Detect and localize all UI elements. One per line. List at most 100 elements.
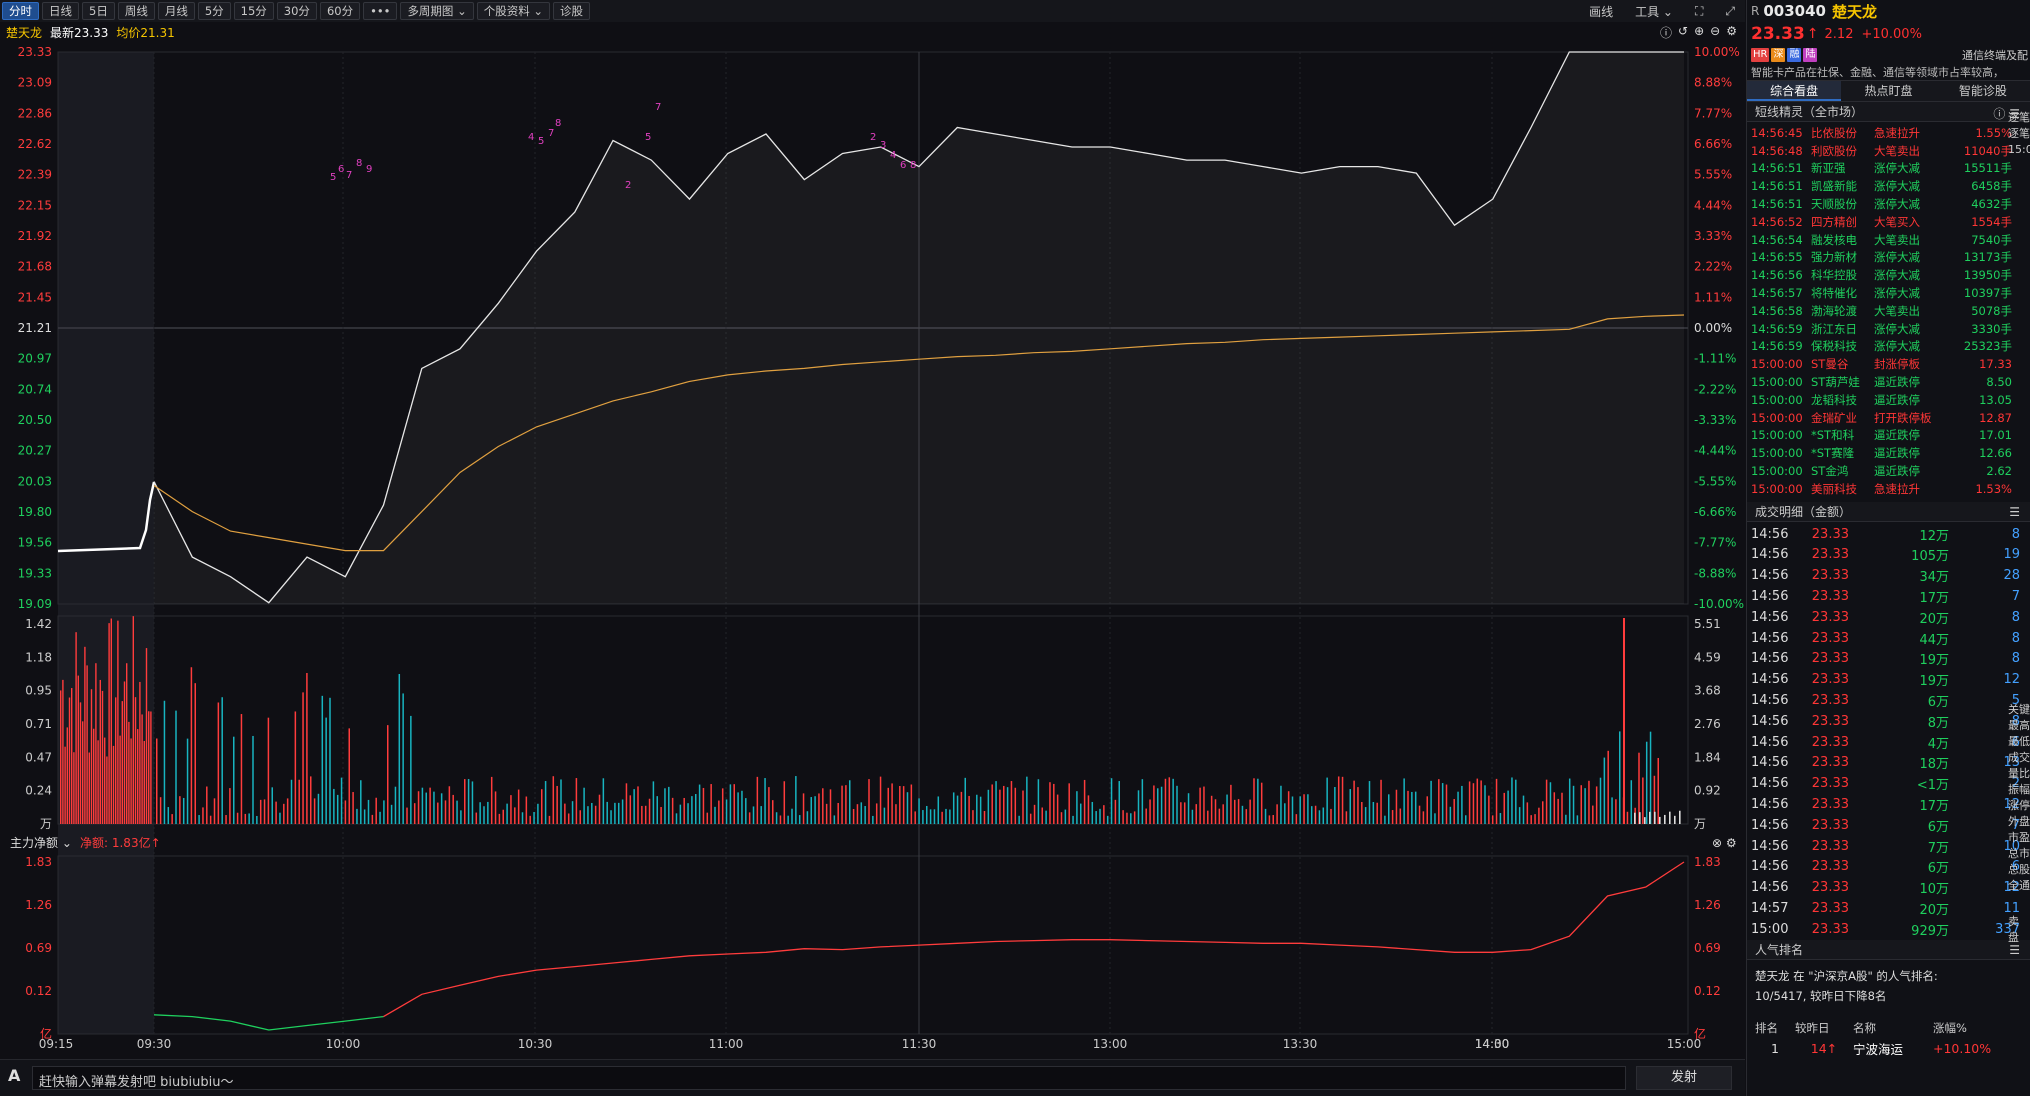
tab-day[interactable]: 日线 xyxy=(42,2,79,20)
intraday-chart[interactable]: 23.33 10.00% 23.09 8.88% 22.86 7.77% 22.62 6.66… xyxy=(0,0,1745,1059)
price-tick: 20.50 xyxy=(18,413,52,427)
tab-15min[interactable]: 15分 xyxy=(233,2,274,20)
volume-bar xyxy=(1434,813,1436,824)
list-item[interactable]: 14:56:45 比依股份 急速拉升 1.55% xyxy=(1747,124,2030,142)
tab-minute[interactable]: 分时 xyxy=(2,2,39,20)
menu-icon[interactable]: ☰ xyxy=(2009,942,2020,957)
multi-period-dropdown[interactable]: 多周期图 ⌄ xyxy=(400,2,474,20)
list-item[interactable]: 15:00:00 ST葫芦娃 逼近跌停 8.50 xyxy=(1747,373,2030,391)
alert-value: 13950手 xyxy=(1963,268,2012,283)
trade-price: 23.33 xyxy=(1811,817,1849,833)
tab-week[interactable]: 周线 xyxy=(117,2,155,20)
volume-bar xyxy=(64,746,66,824)
tools-dropdown[interactable]: 工具 ⌄ xyxy=(1635,4,1673,19)
volume-bar xyxy=(475,812,478,824)
strip-label: 关键 xyxy=(2008,703,2030,716)
tab-diagnose[interactable]: 智能诊股 xyxy=(1958,84,2007,98)
volume-bar xyxy=(710,784,712,824)
list-item[interactable]: 14:56:51 新亚强 涨停大减 15511手 xyxy=(1747,160,2030,178)
volume-bar xyxy=(1314,805,1317,824)
volume-bar xyxy=(668,786,670,824)
menu-icon[interactable]: ☰ xyxy=(2009,504,2020,519)
fire-button[interactable]: 发射 xyxy=(1636,1066,1732,1090)
volume-bar xyxy=(406,807,408,824)
tab-hot[interactable]: 热点盯盘 xyxy=(1864,84,1913,98)
list-item[interactable]: 14:56:58 渤海轮渡 大笔卖出 5078手 xyxy=(1747,302,2030,320)
list-item[interactable]: 14:56:55 强力新材 涨停大减 13173手 xyxy=(1747,249,2030,267)
table-row[interactable]: 1 14↑ 宁波海运 +10.10% xyxy=(1747,1038,2030,1060)
volume-bar xyxy=(1010,781,1013,824)
zoom-in-icon[interactable]: ⊕ xyxy=(1694,24,1705,38)
expand-icon[interactable]: ⤢ xyxy=(1725,3,1735,18)
volume-bar xyxy=(77,675,79,824)
table-row: 14:56 23.33 6万 6 xyxy=(1747,856,2030,877)
tag-0[interactable]: HR xyxy=(1751,48,1770,62)
tab-overview[interactable]: 综合看盘 xyxy=(1747,81,1842,101)
draw-button[interactable]: 画线 xyxy=(1589,4,1614,19)
volume-bar xyxy=(714,806,716,824)
volume-bar xyxy=(1318,810,1321,824)
danmu-input[interactable]: 赶快输入弹幕发射吧 biubiubiu～ xyxy=(32,1066,1626,1090)
stock-tags: HR 深融陆 通信终端及配 xyxy=(1747,46,2030,64)
settings-icon[interactable]: ⚙ xyxy=(1726,24,1737,38)
list-item[interactable]: 14:56:51 凯盛新能 涨停大减 6458手 xyxy=(1747,177,2030,195)
tab-5min[interactable]: 5分 xyxy=(197,2,231,20)
info-icon[interactable]: ⓘ xyxy=(1660,26,1673,40)
volume-bar xyxy=(452,794,454,824)
list-item[interactable]: 14:56:59 保税科技 涨停大减 25323手 xyxy=(1747,338,2030,356)
tab-60min[interactable]: 60分 xyxy=(319,2,361,20)
list-item[interactable]: 14:56:57 将特催化 涨停大减 10397手 xyxy=(1747,284,2030,302)
time-tick: 15:00 xyxy=(1667,1037,1702,1051)
trade-time: 14:56 xyxy=(1751,609,1789,625)
list-item[interactable]: 15:00:00 ST金鸿 逼近跌停 2.62 xyxy=(1747,462,2030,480)
tab-5day[interactable]: 5日 xyxy=(82,2,115,20)
volume-bar xyxy=(1499,813,1502,824)
volume-bar xyxy=(1284,803,1286,824)
tag-1[interactable]: 深 xyxy=(1771,48,1786,62)
list-item[interactable]: 14:56:54 融发核电 大笔卖出 7540手 xyxy=(1747,231,2030,249)
list-item[interactable]: 14:56:48 利欧股份 大笔卖出 11040手 xyxy=(1747,142,2030,160)
trade-price: 23.33 xyxy=(1811,921,1849,937)
stock-info-dropdown[interactable]: 个股资料 ⌄ xyxy=(476,2,551,20)
volume-bar xyxy=(1180,802,1182,824)
volume-bar xyxy=(121,701,123,824)
volume-bar xyxy=(1126,812,1128,824)
industry-label[interactable]: 通信终端及配 xyxy=(1962,49,2028,62)
diagnose-button[interactable]: 诊股 xyxy=(553,2,591,20)
pct-tick: -4.44% xyxy=(1694,444,1736,458)
tag-2[interactable]: 融 xyxy=(1787,48,1802,62)
volume-bar xyxy=(390,804,393,824)
tag-3[interactable]: 陆 xyxy=(1803,48,1818,62)
list-item[interactable]: 15:00:00 金瑞矿业 打开跌停板 12.87 xyxy=(1747,409,2030,427)
font-a-icon[interactable]: A xyxy=(8,1066,21,1085)
tab-month[interactable]: 月线 xyxy=(157,2,195,20)
volume-bar xyxy=(899,785,901,824)
volume-bar xyxy=(1172,778,1174,824)
volume-bar xyxy=(134,697,137,824)
vol-tick: 3.68 xyxy=(1694,684,1721,698)
list-item[interactable]: 15:00:00 ST曼谷 封涨停板 17.33 xyxy=(1747,355,2030,373)
list-item[interactable]: 15:00:00 龙韬科技 逼近跌停 13.05 xyxy=(1747,391,2030,409)
zoom-out-icon[interactable]: ⊖ xyxy=(1710,24,1721,38)
alert-stock: 比依股份 xyxy=(1811,125,1857,140)
more-button[interactable]: ••• xyxy=(363,2,398,20)
fullscreen-icon[interactable]: ⛶ xyxy=(1694,3,1704,18)
menu-icon[interactable]: ⓘ ☰ xyxy=(1993,107,2020,121)
list-item[interactable]: 14:56:51 天顺股份 涨停大减 4632手 xyxy=(1747,195,2030,213)
volume-bar xyxy=(1245,809,1248,824)
alert-type: 大笔卖出 xyxy=(1874,232,1920,247)
list-item[interactable]: 15:00:00 *ST赛隆 逼近跌停 12.66 xyxy=(1747,444,2030,462)
alert-value: 8.50 xyxy=(1986,375,2012,390)
alert-time: 14:56:58 xyxy=(1751,303,1803,318)
list-item[interactable]: 14:56:52 四方精创 大笔买入 1554手 xyxy=(1747,213,2030,231)
alert-stock: 浙江东日 xyxy=(1811,321,1857,336)
trade-amount: 44万 xyxy=(1919,632,1949,648)
list-item[interactable]: 14:56:56 科华控股 涨停大减 13950手 xyxy=(1747,266,2030,284)
vol-tick: 0.47 xyxy=(25,750,52,764)
list-item[interactable]: 15:00:00 *ST和科 逼近跌停 17.01 xyxy=(1747,427,2030,445)
list-item[interactable]: 14:56:59 浙江东日 涨停大减 3330手 xyxy=(1747,320,2030,338)
list-item[interactable]: 15:00:00 美丽科技 急速拉升 1.53% xyxy=(1747,480,2030,498)
volume-bar xyxy=(937,796,940,824)
tab-30min[interactable]: 30分 xyxy=(276,2,317,20)
undo-icon[interactable]: ↺ xyxy=(1678,24,1689,38)
